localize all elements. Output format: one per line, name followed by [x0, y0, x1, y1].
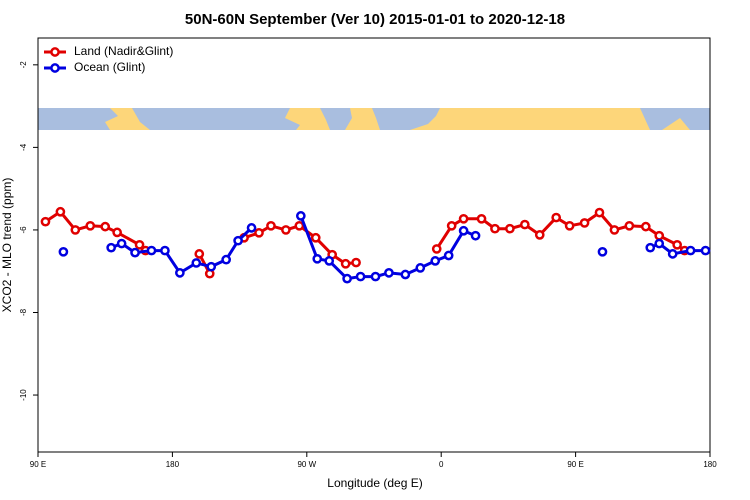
data-point — [355, 271, 366, 282]
data-point — [458, 213, 469, 224]
data-point — [294, 220, 305, 231]
map-strip — [38, 108, 710, 130]
data-point — [534, 230, 545, 240]
y-tick-label: -8 — [19, 308, 28, 316]
data-point — [254, 227, 264, 238]
map-ocean — [372, 108, 440, 130]
chart-title: 50N-60N September (Ver 10) 2015-01-01 to… — [185, 11, 565, 28]
data-point — [579, 218, 590, 228]
data-point — [100, 221, 111, 232]
data-point — [384, 268, 394, 278]
data-point — [551, 212, 562, 223]
data-point — [458, 225, 469, 236]
data-point — [519, 219, 530, 230]
data-point — [667, 249, 678, 259]
data-point — [342, 273, 352, 284]
data-point — [206, 261, 217, 272]
map-ocean — [38, 108, 118, 130]
data-point — [70, 225, 81, 235]
y-axis-label: XCO2 - MLO trend (ppm) — [0, 178, 14, 313]
series-line — [110, 215, 706, 281]
data-point — [324, 256, 335, 266]
x-tick-label: 90 W — [297, 460, 316, 469]
data-point — [191, 258, 202, 268]
data-point — [415, 263, 426, 273]
data-point — [490, 223, 500, 234]
map-ocean — [320, 108, 352, 130]
data-point — [246, 223, 257, 233]
data-point — [85, 220, 96, 231]
data-point — [672, 239, 682, 250]
data-point — [597, 246, 608, 257]
data-point — [266, 220, 276, 231]
legend-label: Land (Nadir&Glint) — [74, 44, 173, 58]
data-point — [340, 258, 351, 269]
data-point — [106, 242, 117, 253]
data-point — [194, 249, 205, 259]
data-point — [609, 225, 620, 235]
data-point — [564, 220, 575, 231]
data-point — [476, 213, 487, 224]
data-point — [130, 247, 140, 258]
data-point — [112, 227, 122, 238]
data-point — [594, 207, 605, 218]
x-tick-label: 90 E — [30, 460, 46, 469]
data-point — [443, 250, 454, 261]
x-tick-label: 180 — [166, 460, 180, 469]
data-point — [654, 230, 665, 241]
data-point — [175, 268, 185, 278]
y-tick-label: -2 — [19, 61, 28, 69]
data-point — [281, 225, 291, 235]
map-ocean — [132, 108, 300, 130]
data-point — [370, 271, 381, 282]
plot-frame — [37, 37, 711, 453]
data-point — [233, 235, 243, 246]
data-point — [295, 211, 306, 221]
data-point — [685, 245, 696, 256]
x-tick-label: 180 — [703, 460, 717, 469]
data-point — [700, 245, 711, 256]
legend-marker — [50, 63, 60, 73]
x-axis-label: Longitude (deg E) — [327, 476, 422, 490]
data-point — [654, 238, 665, 249]
x-tick-label: 90 E — [567, 460, 583, 469]
data-point — [470, 230, 481, 241]
data-point — [446, 220, 457, 231]
legend-label: Ocean (Glint) — [74, 60, 145, 74]
y-tick-label: -4 — [19, 143, 28, 151]
data-point — [430, 256, 441, 266]
data-point — [146, 245, 157, 256]
data-point — [55, 206, 66, 217]
legend-marker — [50, 47, 60, 57]
data-point — [310, 232, 321, 243]
data-point — [624, 220, 635, 231]
data-point — [160, 245, 170, 256]
data-point — [40, 216, 51, 227]
data-point — [116, 238, 127, 249]
data-point — [58, 246, 69, 257]
y-tick-label: -10 — [19, 389, 28, 401]
data-point — [221, 254, 232, 265]
y-tick-label: -6 — [19, 226, 28, 234]
map-ocean — [640, 108, 710, 130]
data-point — [312, 253, 323, 264]
x-tick-label: 0 — [439, 460, 444, 469]
data-point — [505, 223, 515, 234]
data-point — [400, 269, 411, 280]
data-point — [351, 257, 361, 268]
data-point — [134, 239, 145, 250]
data-point — [645, 242, 656, 253]
data-point — [431, 244, 442, 254]
data-point — [640, 221, 651, 232]
